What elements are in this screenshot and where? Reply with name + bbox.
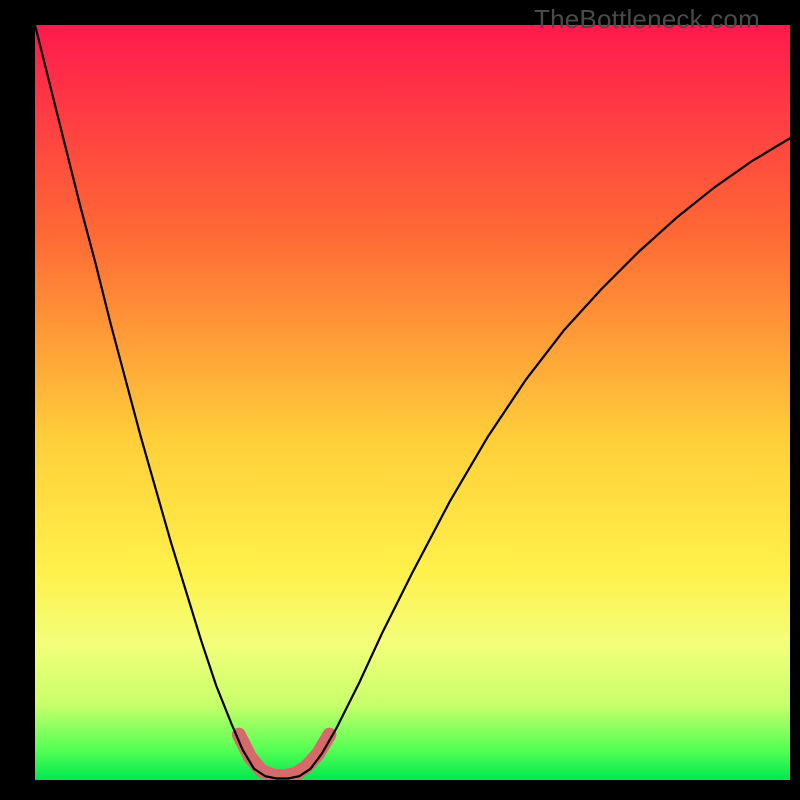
watermark-text: TheBottleneck.com	[534, 4, 760, 35]
plot-area	[35, 25, 790, 780]
chart-frame: TheBottleneck.com	[0, 0, 800, 800]
gradient-background	[35, 25, 790, 780]
